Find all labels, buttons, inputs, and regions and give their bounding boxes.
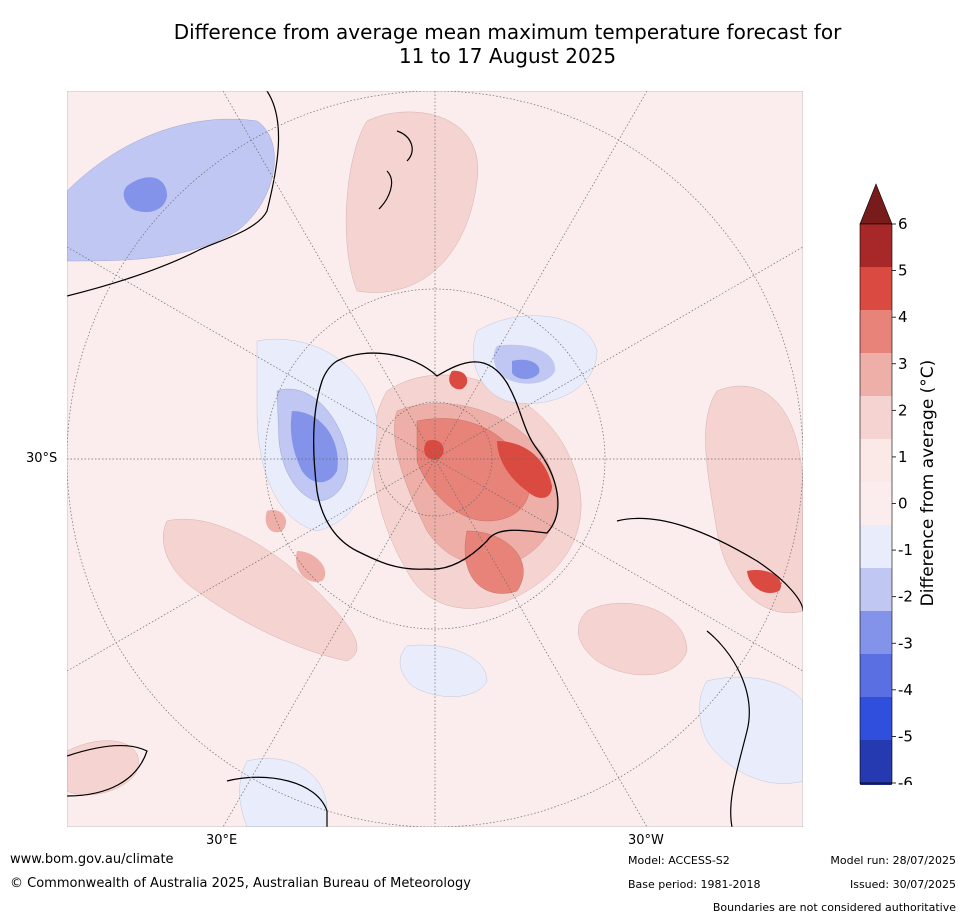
south-america-coastline — [616, 517, 803, 827]
footer-model-run: Model run: 28/07/2025 — [830, 854, 956, 867]
longitude-label-30e: 30°E — [206, 833, 238, 848]
colorbar-tick-label: 4 — [898, 308, 908, 326]
footer-copyright: © Commonwealth of Australia 2025, Austra… — [10, 876, 471, 891]
colorbar-tick-label: -6 — [898, 774, 913, 785]
colorbar-tick-label: -1 — [898, 541, 913, 559]
anomaly-region-warm — [163, 518, 358, 662]
colorbar-bin — [860, 740, 892, 783]
footer-website: www.bom.gov.au/climate — [10, 852, 174, 867]
footer-issued: Issued: 30/07/2025 — [849, 878, 956, 891]
colorbar-bin — [860, 267, 892, 310]
title-line-1: Difference from average mean maximum tem… — [173, 20, 842, 44]
colorbar-extend-max — [859, 183, 893, 225]
colorbar-bin — [860, 525, 892, 568]
colorbar-tick-label: 2 — [898, 401, 908, 419]
anomaly-region-warm — [747, 570, 782, 593]
colorbar-tick-label: -5 — [898, 727, 913, 745]
anomaly-region-warm — [497, 441, 552, 498]
anomaly-region-cool — [512, 359, 540, 379]
colorbar-bin — [860, 396, 892, 439]
colorbar-bin — [860, 224, 892, 267]
graticule — [67, 91, 803, 827]
map-title: Difference from average mean maximum tem… — [60, 20, 955, 68]
footer-disclaimer: Boundaries are not considered authoritat… — [712, 901, 956, 914]
colorbar-bin — [860, 310, 892, 353]
anomaly-region-warm — [345, 111, 479, 293]
footer-model: Model: ACCESS-S2 — [628, 854, 730, 867]
colorbar-bin — [860, 697, 892, 740]
colorbar: 6 5 4 3 2 1 0 -1 -2 -3 -4 -5 -6 — [859, 183, 913, 785]
colorbar-bin — [860, 439, 892, 482]
anomaly-region-warm — [578, 603, 688, 676]
footer-base-period: Base period: 1981-2018 — [628, 878, 761, 891]
colorbar-bin — [860, 353, 892, 396]
colorbar-title: Difference from average (°C) — [918, 359, 938, 607]
longitude-label-30w: 30°W — [628, 833, 664, 848]
anomaly-region-warm — [705, 386, 803, 614]
anomaly-region-cool — [123, 177, 167, 213]
colorbar-tick-label: 1 — [898, 448, 908, 466]
colorbar-tick-label: 6 — [898, 215, 908, 233]
anomaly-region-warm — [296, 551, 326, 582]
forecast-map — [67, 91, 803, 827]
colorbar-tick-label: -3 — [898, 634, 913, 652]
colorbar-bin — [860, 482, 892, 525]
africa-coastline — [67, 744, 328, 827]
colorbar-tick-label: -2 — [898, 588, 913, 606]
colorbar-bin — [860, 568, 892, 611]
colorbar-tick-label: 5 — [898, 262, 908, 280]
latitude-label: 30°S — [26, 451, 58, 466]
colorbar-bin — [860, 611, 892, 654]
anomaly-region-cool — [67, 118, 275, 262]
colorbar-tick-label: -4 — [898, 681, 913, 699]
anomaly-region-cool — [699, 676, 803, 784]
colorbar-tick-label: 3 — [898, 355, 908, 373]
title-line-2: 11 to 17 August 2025 — [398, 44, 617, 68]
anomaly-region-warm — [265, 510, 287, 533]
anomaly-region-cool — [399, 644, 488, 697]
new-zealand-coastline — [378, 130, 413, 210]
antarctica-coastline — [313, 352, 559, 570]
anomaly-region-warm — [449, 370, 468, 390]
colorbar-tick-label: 0 — [898, 495, 908, 513]
australia-coastline — [67, 91, 280, 297]
anomaly-region-warm — [424, 440, 444, 460]
colorbar-bin — [860, 654, 892, 697]
